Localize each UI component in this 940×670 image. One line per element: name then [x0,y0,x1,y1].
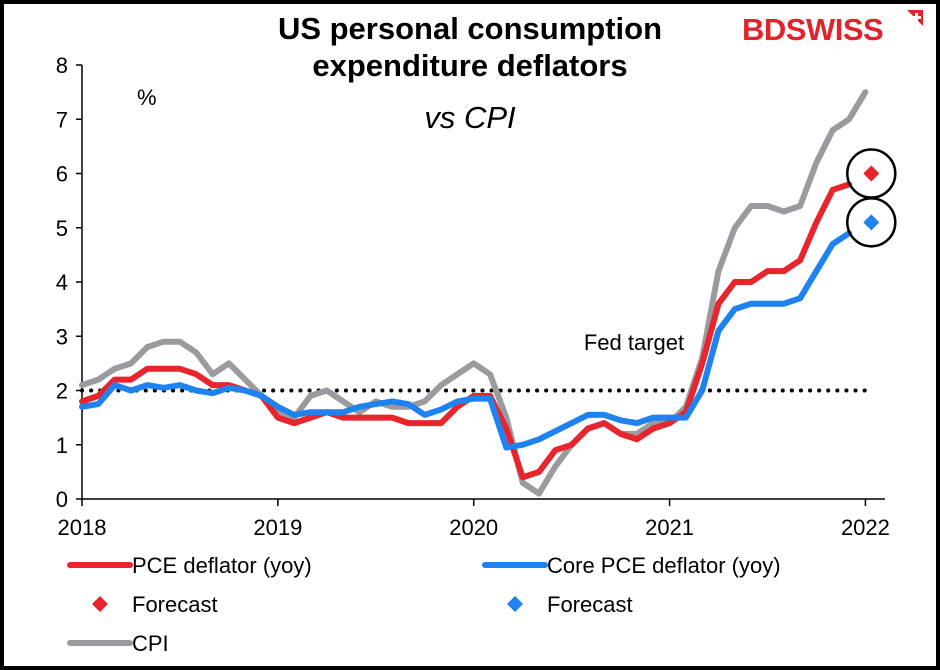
x-tick-label: 2022 [841,515,890,540]
core-pce-forecast-marker [863,214,880,231]
chart-title-line-1: US personal consumption [277,11,663,46]
y-tick-label: 7 [56,107,68,132]
pce-forecast-marker [863,165,880,182]
chart-title-line-2: expenditure deflators [312,48,628,83]
series-group [79,89,869,497]
fed-target-label: Fed target [584,330,684,355]
bdswiss-logo: BDSWISS [742,12,884,48]
x-tick-label: 2020 [449,515,498,540]
y-tick-label: 3 [56,324,68,349]
legend-swatch-forecast-2 [92,596,108,612]
reference-line-group: Fed target [80,330,874,393]
y-tick-label: 6 [56,162,68,187]
y-unit-label: % [137,85,157,110]
swiss-cross-icon [907,10,923,26]
chart-subtitle: vs CPI [424,100,516,135]
y-tick-label: 1 [56,433,68,458]
chart-title: US personal consumption expenditure defl… [200,10,740,84]
legend-label-forecast: Forecast [547,592,633,617]
y-tick-label: 2 [56,379,68,404]
axes: 0 1 2 3 4 5 6 7 8% 2018 2019 2020 2021 2022 [56,53,890,540]
y-tick-label: 4 [56,270,68,295]
x-tick-label: 2021 [645,515,694,540]
forecast-group [846,148,897,248]
legend-label-pce-deflator-yoy: PCE deflator (yoy) [132,553,312,578]
core-pce-deflator-yoy-line [79,230,853,451]
legend-label-core-pce-deflator-yoy: Core PCE deflator (yoy) [547,553,781,578]
y-tick-label: 8 [56,53,68,78]
logo-swiss-text: SWISS [785,12,884,47]
x-tick-label: 2018 [58,515,107,540]
y-tick-label: 0 [56,487,68,512]
cpi-line [79,89,869,497]
legend-swatch-forecast-3 [507,596,523,612]
legend-label-forecast: Forecast [132,592,218,617]
legend-label-cpi: CPI [132,631,169,656]
legend: PCE deflator (yoy) Core PCE deflator (yoy… [67,553,781,656]
x-tick-label: 2019 [253,515,302,540]
y-tick-label: 5 [56,216,68,241]
logo-bd-text: BD [742,12,786,47]
core-pce-forecast-circle [846,197,897,248]
